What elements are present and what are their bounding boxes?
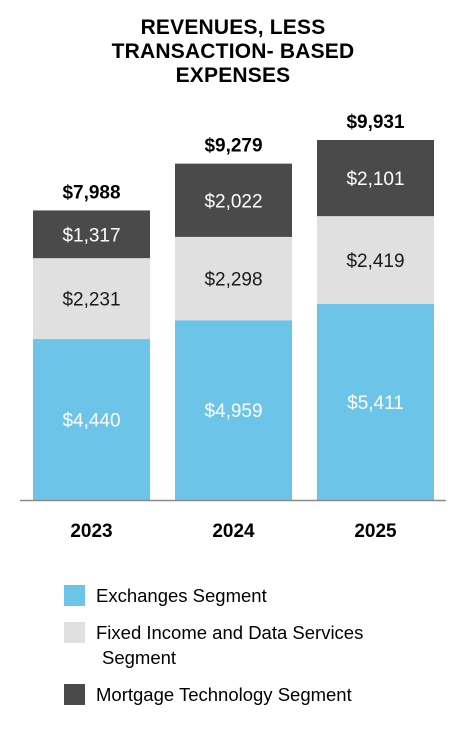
total-label-2023: $7,988: [62, 182, 120, 203]
stacked-bar-chart: $4,440 $2,231 $1,317 $7,988 2023 $4,959 $2,298…: [20, 112, 446, 542]
bar-segment-exchanges-2025: [317, 303, 434, 500]
bar-segment-exchanges-2023: [33, 339, 150, 500]
bar-segment-fixed-income-2023: [33, 258, 150, 340]
data-label-fixed-income-2025: $2,419: [346, 251, 404, 272]
data-label-exchanges-2023: $4,440: [62, 411, 120, 432]
chart-title-line-2: TRANSACTION- BASED: [111, 40, 355, 63]
bar-segment-mortgage-technology-2024: [175, 163, 292, 237]
legend-label-fixed-income: Fixed Income and Data Services Segment: [96, 620, 363, 670]
data-label-mortgage-technology-2025: $2,101: [346, 169, 404, 190]
legend: Exchanges Segment Fixed Income and Data …: [64, 583, 454, 719]
bar-segment-exchanges-2024: [175, 320, 292, 500]
x-tick-label-2024: 2024: [212, 521, 255, 542]
data-label-fixed-income-2023: $2,231: [62, 290, 120, 311]
bar-segment-fixed-income-2024: [175, 236, 292, 321]
legend-label-fixed-income-line-1: Fixed Income and Data Services: [96, 622, 364, 643]
legend-swatch-exchanges: [64, 585, 85, 606]
total-label-2024: $9,279: [204, 136, 262, 157]
legend-swatch-fixed-income: [64, 622, 85, 643]
chart-title-line-3: EXPENSES: [175, 64, 291, 87]
bar-segment-fixed-income-2025: [317, 216, 434, 304]
legend-label-fixed-income-line-2: Segment: [102, 647, 177, 668]
total-label-2025: $9,931: [346, 112, 405, 133]
legend-item-fixed-income: Fixed Income and Data Services Segment: [64, 620, 454, 670]
chart-title-line-1: REVENUES, LESS: [140, 16, 326, 39]
legend-label-exchanges: Exchanges Segment: [96, 585, 267, 606]
bar-segment-mortgage-technology-2025: [317, 140, 434, 217]
x-tick-label-2025: 2025: [354, 521, 397, 542]
data-label-exchanges-2024: $4,959: [204, 401, 262, 422]
data-label-fixed-income-2024: $2,298: [204, 270, 262, 291]
legend-item-mortgage-technology: Mortgage Technology Segment: [64, 682, 454, 707]
legend-item-exchanges: Exchanges Segment: [64, 583, 454, 608]
chart-title: REVENUES, LESS TRANSACTION- BASED EXPENS…: [0, 16, 466, 88]
x-tick-label-2023: 2023: [70, 521, 112, 542]
data-label-exchanges-2025: $5,411: [347, 393, 404, 414]
legend-swatch-mortgage-technology: [64, 684, 85, 705]
legend-label-mortgage-technology: Mortgage Technology Segment: [96, 684, 352, 705]
data-label-mortgage-technology-2023: $1,317: [62, 225, 120, 246]
bar-segment-mortgage-technology-2023: [33, 210, 150, 259]
data-label-mortgage-technology-2024: $2,022: [204, 191, 262, 212]
